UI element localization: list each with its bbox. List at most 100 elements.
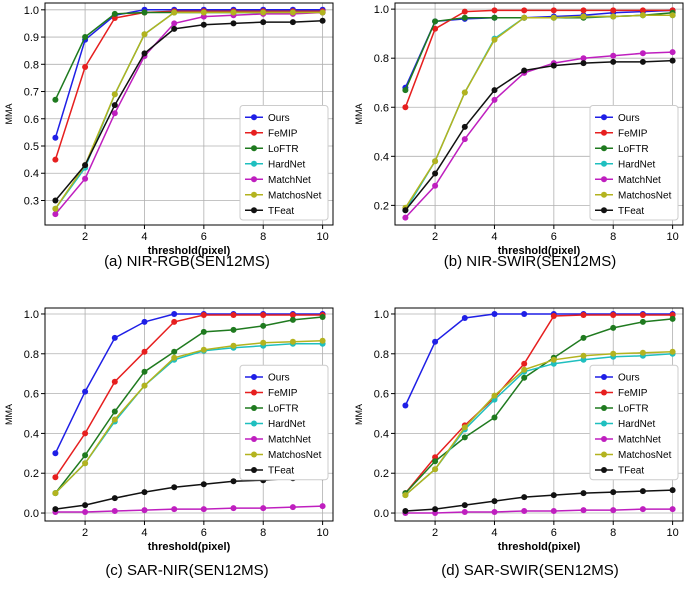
data-point-ours: [171, 311, 178, 317]
y-tick-label: 0.2: [374, 200, 389, 212]
data-point-matchosnet: [432, 466, 439, 473]
legend-label: Ours: [618, 113, 640, 124]
data-point-matchnet: [260, 505, 267, 512]
data-point-tfeat: [580, 490, 587, 497]
data-point-matchosnet: [521, 14, 528, 21]
chart-panel-4: 2 4 6 8 10 0.0 0.2 0.4 0.6 0.8 1.0 threshold(pixel)…: [354, 307, 684, 579]
x-tick-label: 2: [82, 527, 88, 539]
y-tick-label: 0.0: [24, 508, 39, 520]
data-point-femip: [580, 7, 587, 14]
data-point-femip: [610, 7, 617, 14]
legend-label: HardNet: [268, 419, 305, 430]
data-point-tfeat: [521, 494, 528, 501]
x-tick-label: 2: [82, 231, 88, 243]
data-point-ours: [491, 311, 498, 317]
data-point-matchosnet: [491, 36, 498, 43]
series-line-matchosnet: [404, 14, 673, 209]
y-axis-label: MMA: [4, 404, 14, 425]
legend-label: TFeat: [618, 206, 644, 217]
y-tick-label: 0.6: [374, 102, 389, 114]
data-point-matchnet: [111, 110, 118, 117]
data-point-ours: [521, 311, 528, 317]
data-point-tfeat: [491, 87, 498, 94]
data-point-loftr: [432, 18, 439, 25]
series-line-ours: [404, 313, 673, 406]
data-point-tfeat: [521, 67, 528, 74]
legend-label: MatchNet: [268, 175, 311, 186]
y-tick-label: 0.4: [374, 428, 389, 440]
legend-label: FeMIP: [618, 128, 648, 139]
data-point-matchnet: [639, 506, 646, 513]
data-point-loftr: [610, 324, 617, 331]
series-line-matchnet: [55, 505, 323, 513]
data-point-tfeat: [260, 19, 267, 26]
data-point-tfeat: [52, 506, 59, 513]
legend-swatch-marker: [601, 207, 607, 214]
data-point-loftr: [52, 96, 59, 103]
data-point-loftr: [319, 314, 326, 320]
x-tick-label: 4: [491, 231, 497, 243]
data-point-matchnet: [491, 96, 498, 103]
data-point-matchnet: [402, 214, 409, 221]
legend-label: MatchNet: [618, 175, 661, 186]
legend-label: TFeat: [268, 206, 294, 217]
data-point-matchosnet: [580, 352, 587, 359]
legend-label: LoFTR: [618, 144, 649, 155]
data-point-matchosnet: [669, 12, 676, 19]
legend-swatch-marker: [251, 451, 257, 458]
x-tick-label: 2: [432, 231, 438, 243]
data-point-matchosnet: [461, 89, 468, 96]
data-point-matchnet: [461, 509, 468, 515]
data-point-matchnet: [669, 49, 676, 56]
data-point-matchnet: [461, 136, 468, 143]
data-point-femip: [52, 474, 59, 481]
data-point-loftr: [669, 315, 676, 322]
y-tick-label: 0.6: [24, 114, 39, 126]
data-point-loftr: [491, 14, 498, 21]
panel-caption: (c) SAR-NIR(SEN12MS): [105, 562, 268, 579]
axes-frame: [44, 307, 334, 522]
series-line-ours: [54, 313, 323, 454]
data-point-loftr: [82, 452, 89, 459]
data-point-loftr: [402, 87, 409, 94]
legend-swatch-marker: [601, 176, 607, 183]
data-point-matchosnet: [260, 339, 267, 346]
data-point-matchnet: [82, 509, 89, 515]
data-point-femip: [200, 312, 207, 318]
legend-swatch-marker: [601, 114, 607, 121]
data-point-tfeat: [141, 50, 148, 57]
data-point-femip: [82, 430, 89, 437]
data-point-tfeat: [52, 197, 59, 204]
data-point-tfeat: [432, 170, 439, 177]
legend-label: FeMIP: [268, 128, 298, 139]
data-point-matchosnet: [550, 14, 557, 21]
legend-box: [239, 364, 329, 481]
chart-panel-3: 2 4 6 8 10 0.0 0.2 0.4 0.6 0.8 1.0 threshold(pixel)…: [4, 307, 334, 579]
data-point-matchosnet: [82, 460, 89, 467]
data-point-matchnet: [141, 507, 148, 514]
data-point-femip: [52, 156, 59, 163]
data-point-ours: [432, 338, 439, 345]
data-point-loftr: [432, 458, 439, 465]
data-point-femip: [230, 312, 237, 318]
legend-swatch-marker: [601, 420, 607, 427]
data-point-loftr: [639, 318, 646, 325]
data-point-femip: [289, 312, 296, 318]
data-point-matchnet: [171, 20, 178, 27]
data-point-loftr: [461, 14, 468, 21]
data-point-matchnet: [610, 507, 617, 514]
legend-label: HardNet: [268, 159, 305, 170]
data-point-tfeat: [171, 484, 178, 491]
data-point-femip: [432, 25, 439, 32]
data-point-femip: [639, 312, 646, 318]
data-point-loftr: [111, 10, 118, 17]
legend-label: TFeat: [268, 466, 294, 477]
legend: Ours FeMIP LoFTR HardNet MatchNet MatchosNet T…: [589, 105, 679, 221]
legend-swatch-marker: [601, 389, 607, 396]
legend-label: Ours: [268, 373, 290, 384]
data-point-femip: [111, 15, 118, 21]
data-point-tfeat: [580, 60, 587, 67]
x-axis-label: threshold(pixel): [148, 245, 231, 257]
series-line-matchnet: [54, 11, 323, 215]
